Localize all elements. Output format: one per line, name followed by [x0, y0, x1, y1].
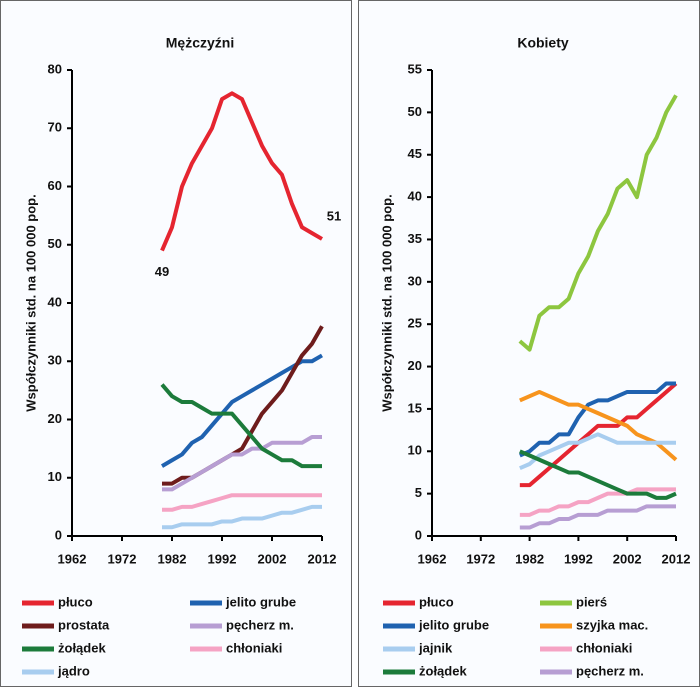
x-tick-label: 2012: [662, 551, 691, 566]
y-tick-label: 40: [48, 294, 62, 309]
y-tick-label: 0: [415, 527, 422, 542]
legend-label: żołądek: [419, 663, 467, 678]
x-tick-label: 1982: [515, 551, 544, 566]
annotation: 49: [155, 264, 169, 279]
y-tick-label: 30: [48, 353, 62, 368]
y-tick-label: 50: [408, 104, 422, 119]
legend-label: jądro: [57, 663, 90, 678]
x-tick-label: 1982: [158, 551, 187, 566]
y-tick-label: 45: [408, 146, 422, 161]
y-tick-label: 25: [408, 316, 422, 331]
legend-label: prostata: [58, 617, 110, 632]
legend-label: jelito grube: [418, 617, 489, 632]
y-tick-label: 0: [55, 527, 62, 542]
x-tick-label: 1992: [564, 551, 593, 566]
y-tick-label: 60: [48, 178, 62, 193]
x-tick-label: 1972: [466, 551, 495, 566]
x-tick-label: 2002: [258, 551, 287, 566]
legend-label: jelito grube: [225, 594, 296, 609]
chart-title: Kobiety: [517, 35, 569, 51]
legend-label: płuco: [58, 594, 93, 609]
x-tick-label: 1962: [418, 551, 447, 566]
x-tick-label: 1962: [58, 551, 87, 566]
y-tick-label: 55: [408, 61, 422, 76]
legend-label: chłoniaki: [226, 640, 282, 655]
y-tick-label: 70: [48, 120, 62, 135]
legend-label: żołądek: [58, 640, 106, 655]
y-tick-label: 40: [408, 189, 422, 204]
chart: Mężczyźni Współczynniki std. na 100 000 p…: [0, 0, 700, 687]
panel: [1, 1, 352, 687]
legend-label: jajnik: [418, 640, 453, 655]
legend-label: pierś: [576, 594, 607, 609]
x-tick-label: 1972: [108, 551, 137, 566]
page: Mężczyźni Współczynniki std. na 100 000 p…: [0, 0, 700, 687]
y-tick-label: 5: [415, 485, 422, 500]
legend-label: pęcherz m.: [576, 663, 644, 678]
y-tick-label: 80: [48, 61, 62, 76]
x-tick-label: 2002: [613, 551, 642, 566]
legend-label: pęcherz m.: [226, 617, 294, 632]
chart-title: Mężczyźni: [166, 35, 234, 51]
x-tick-label: 2012: [308, 551, 337, 566]
y-tick-label: 35: [408, 231, 422, 246]
y-tick-label: 20: [48, 411, 62, 426]
y-axis-label: Współczynniki std. na 100 000 pop.: [23, 194, 38, 411]
legend-label: płuco: [419, 594, 454, 609]
annotation: 51: [327, 208, 341, 223]
y-tick-label: 10: [408, 443, 422, 458]
y-tick-label: 50: [48, 236, 62, 251]
y-tick-label: 15: [408, 400, 422, 415]
x-tick-label: 1992: [208, 551, 237, 566]
y-axis-label: Współczynniki std. na 100 000 pop.: [379, 194, 394, 411]
y-tick-label: 10: [48, 469, 62, 484]
legend-label: szyjka mac.: [576, 617, 648, 632]
y-tick-label: 30: [408, 273, 422, 288]
y-tick-label: 20: [408, 358, 422, 373]
legend-label: chłoniaki: [576, 640, 632, 655]
